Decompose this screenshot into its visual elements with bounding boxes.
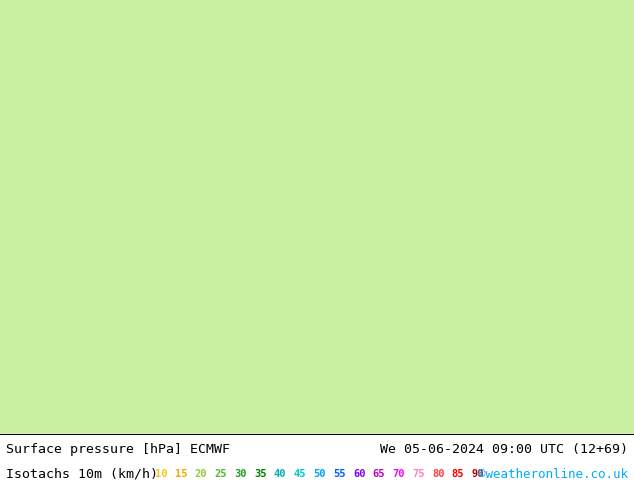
Text: 55: 55 (333, 469, 346, 479)
Text: 40: 40 (274, 469, 287, 479)
Text: 85: 85 (452, 469, 464, 479)
Text: Surface pressure [hPa] ECMWF: Surface pressure [hPa] ECMWF (6, 443, 230, 456)
Text: 60: 60 (353, 469, 365, 479)
Text: 10: 10 (155, 469, 168, 479)
Text: 15: 15 (175, 469, 188, 479)
Text: 90: 90 (472, 469, 484, 479)
Text: 80: 80 (432, 469, 444, 479)
Text: Isotachs 10m (km/h): Isotachs 10m (km/h) (6, 468, 158, 481)
Text: 30: 30 (235, 469, 247, 479)
Bar (0, 434, 634, 490)
Text: ©weatheronline.co.uk: ©weatheronline.co.uk (477, 468, 628, 481)
Text: 50: 50 (313, 469, 326, 479)
Text: We 05-06-2024 09:00 UTC (12+69): We 05-06-2024 09:00 UTC (12+69) (380, 443, 628, 456)
Text: 35: 35 (254, 469, 267, 479)
Text: 70: 70 (392, 469, 405, 479)
Text: 45: 45 (294, 469, 306, 479)
Text: 65: 65 (373, 469, 385, 479)
Text: 20: 20 (195, 469, 207, 479)
Text: 25: 25 (215, 469, 227, 479)
Text: 75: 75 (412, 469, 425, 479)
